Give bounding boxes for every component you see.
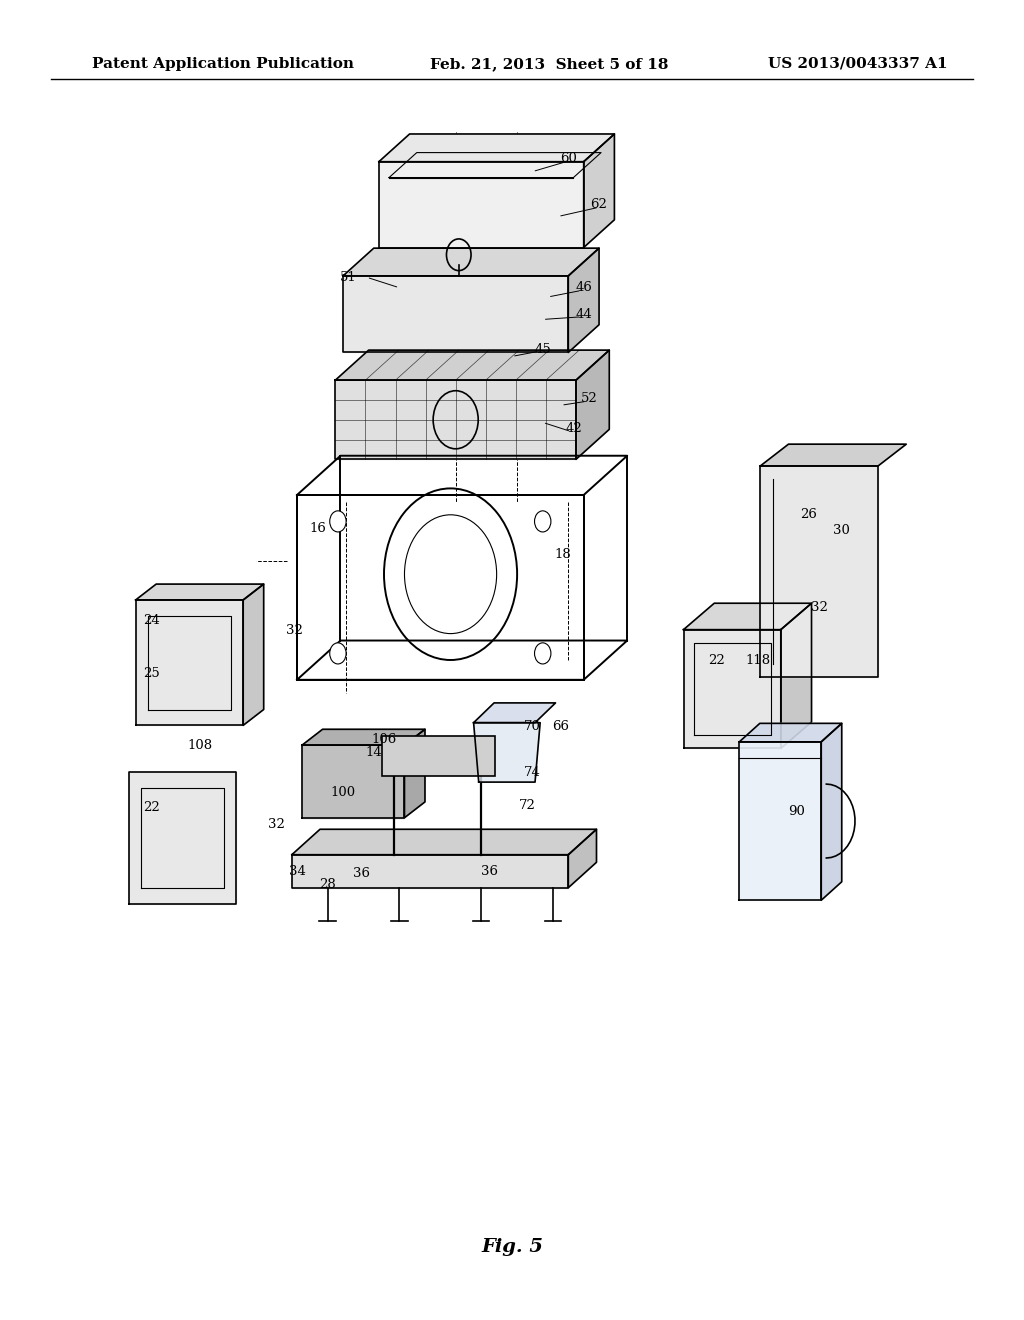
Polygon shape bbox=[404, 729, 425, 818]
Text: 70: 70 bbox=[524, 719, 541, 733]
Text: 32: 32 bbox=[287, 624, 303, 638]
Polygon shape bbox=[684, 603, 811, 630]
Polygon shape bbox=[780, 603, 811, 748]
Polygon shape bbox=[292, 829, 596, 855]
Polygon shape bbox=[568, 248, 599, 352]
Text: 36: 36 bbox=[481, 865, 498, 878]
Polygon shape bbox=[684, 630, 780, 748]
Polygon shape bbox=[739, 742, 821, 900]
Polygon shape bbox=[568, 829, 596, 887]
Polygon shape bbox=[584, 135, 614, 248]
Polygon shape bbox=[135, 599, 244, 726]
Text: 90: 90 bbox=[788, 805, 805, 818]
Polygon shape bbox=[302, 729, 425, 744]
Text: 72: 72 bbox=[519, 799, 536, 812]
Polygon shape bbox=[739, 723, 842, 742]
Text: 18: 18 bbox=[555, 548, 571, 561]
Text: 60: 60 bbox=[560, 152, 577, 165]
Bar bbox=[382, 737, 495, 776]
Text: 66: 66 bbox=[552, 719, 568, 733]
Polygon shape bbox=[129, 772, 236, 904]
Text: 51: 51 bbox=[340, 271, 356, 284]
Text: US 2013/0043337 A1: US 2013/0043337 A1 bbox=[768, 57, 947, 71]
Polygon shape bbox=[343, 248, 599, 276]
Text: 22: 22 bbox=[709, 653, 725, 667]
Polygon shape bbox=[473, 722, 541, 781]
Polygon shape bbox=[336, 380, 575, 459]
Polygon shape bbox=[336, 350, 609, 380]
Text: 106: 106 bbox=[372, 733, 396, 746]
Circle shape bbox=[535, 643, 551, 664]
Polygon shape bbox=[379, 162, 584, 248]
Text: Feb. 21, 2013  Sheet 5 of 18: Feb. 21, 2013 Sheet 5 of 18 bbox=[430, 57, 669, 71]
Polygon shape bbox=[575, 350, 609, 459]
Polygon shape bbox=[473, 702, 555, 722]
Text: 32: 32 bbox=[811, 601, 827, 614]
Polygon shape bbox=[821, 723, 842, 900]
Polygon shape bbox=[292, 855, 568, 887]
Polygon shape bbox=[760, 466, 879, 677]
Text: 74: 74 bbox=[524, 766, 541, 779]
Text: 45: 45 bbox=[535, 343, 551, 356]
Polygon shape bbox=[379, 135, 614, 162]
Text: Patent Application Publication: Patent Application Publication bbox=[92, 57, 354, 71]
Circle shape bbox=[535, 511, 551, 532]
Text: 52: 52 bbox=[581, 392, 597, 405]
Text: 22: 22 bbox=[143, 801, 160, 814]
Text: 44: 44 bbox=[575, 308, 592, 321]
Text: 42: 42 bbox=[565, 422, 582, 436]
Text: 25: 25 bbox=[143, 667, 160, 680]
Circle shape bbox=[330, 643, 346, 664]
Text: 46: 46 bbox=[575, 281, 592, 294]
Polygon shape bbox=[135, 583, 264, 599]
Text: 26: 26 bbox=[801, 508, 817, 521]
Text: 24: 24 bbox=[143, 614, 160, 627]
Polygon shape bbox=[302, 744, 404, 818]
Text: 108: 108 bbox=[187, 739, 212, 752]
Text: Fig. 5: Fig. 5 bbox=[481, 1238, 543, 1257]
Text: 14: 14 bbox=[366, 746, 382, 759]
Text: 16: 16 bbox=[309, 521, 326, 535]
Text: 28: 28 bbox=[319, 878, 336, 891]
Text: 36: 36 bbox=[353, 867, 370, 880]
Polygon shape bbox=[760, 445, 906, 466]
Polygon shape bbox=[244, 583, 264, 726]
Text: 34: 34 bbox=[289, 865, 305, 878]
Text: 30: 30 bbox=[834, 524, 850, 537]
Text: 62: 62 bbox=[591, 198, 607, 211]
Text: 100: 100 bbox=[331, 785, 355, 799]
Text: 118: 118 bbox=[745, 653, 770, 667]
Polygon shape bbox=[343, 276, 568, 352]
Circle shape bbox=[330, 511, 346, 532]
Text: 32: 32 bbox=[268, 818, 285, 832]
